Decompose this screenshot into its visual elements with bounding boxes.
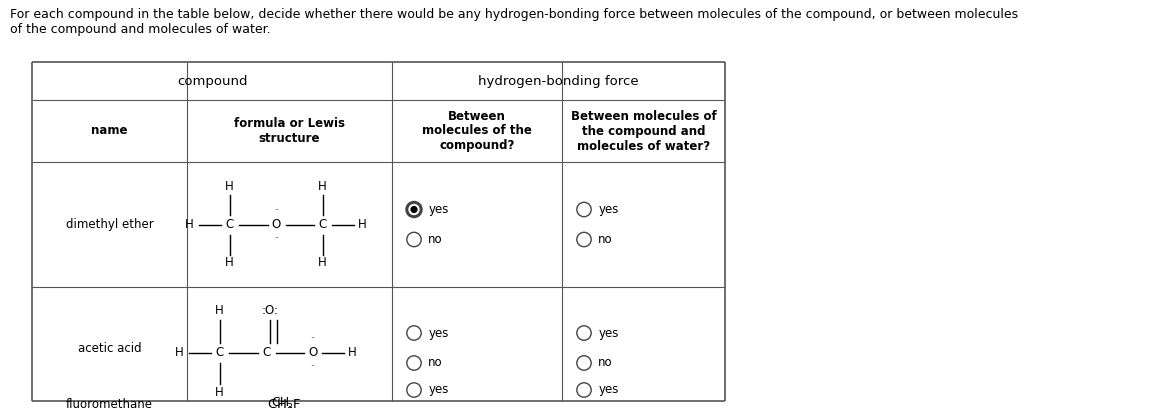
Text: H: H <box>175 346 184 359</box>
Circle shape <box>410 206 417 213</box>
Text: H: H <box>318 256 327 269</box>
Circle shape <box>576 383 591 397</box>
Text: H: H <box>225 256 234 269</box>
Text: Between molecules of
the compound and
molecules of water?: Between molecules of the compound and mo… <box>571 109 717 153</box>
Text: fluoromethane: fluoromethane <box>66 399 153 408</box>
Text: :O:: :O: <box>261 304 279 317</box>
Text: name: name <box>92 124 128 137</box>
Text: hydrogen-bonding force: hydrogen-bonding force <box>479 75 639 87</box>
Text: acetic acid: acetic acid <box>78 341 142 355</box>
Text: no: no <box>429 233 443 246</box>
Text: CH: CH <box>272 395 289 408</box>
Text: yes: yes <box>429 326 449 339</box>
Circle shape <box>407 326 421 340</box>
Text: compound: compound <box>177 75 248 87</box>
Text: no: no <box>598 357 612 370</box>
Text: C: C <box>263 346 271 359</box>
Circle shape <box>576 356 591 370</box>
Circle shape <box>407 356 421 370</box>
Text: CH$_3$F: CH$_3$F <box>267 397 302 408</box>
Text: formula or Lewis
structure: formula or Lewis structure <box>234 117 345 145</box>
Text: C: C <box>225 218 234 231</box>
Text: dimethyl ether: dimethyl ether <box>65 218 153 231</box>
Text: no: no <box>429 357 443 370</box>
Text: O: O <box>308 346 317 359</box>
Text: H: H <box>215 304 224 317</box>
Text: H: H <box>358 218 367 231</box>
Text: yes: yes <box>598 326 618 339</box>
Text: H: H <box>225 180 234 193</box>
Text: H: H <box>349 346 357 359</box>
Circle shape <box>576 326 591 340</box>
Text: ··: ·· <box>274 234 279 243</box>
Text: C: C <box>215 346 223 359</box>
Text: H: H <box>318 180 327 193</box>
Text: For each compound in the table below, decide whether there would be any hydrogen: For each compound in the table below, de… <box>10 8 1018 36</box>
Circle shape <box>576 232 591 247</box>
Text: O: O <box>272 218 281 231</box>
Text: ··: ·· <box>310 335 315 344</box>
Text: yes: yes <box>429 203 449 216</box>
Text: 3: 3 <box>287 407 293 408</box>
Circle shape <box>407 202 421 217</box>
Text: H: H <box>185 218 194 231</box>
Circle shape <box>576 202 591 217</box>
Circle shape <box>407 232 421 247</box>
Text: ··: ·· <box>310 362 315 372</box>
Text: Between
molecules of the
compound?: Between molecules of the compound? <box>422 109 532 153</box>
Text: C: C <box>318 218 327 231</box>
Text: yes: yes <box>598 203 618 216</box>
Text: yes: yes <box>598 384 618 397</box>
Text: yes: yes <box>429 384 449 397</box>
Text: no: no <box>598 233 612 246</box>
Text: H: H <box>215 386 224 399</box>
Circle shape <box>407 383 421 397</box>
Text: ··: ·· <box>274 206 279 215</box>
